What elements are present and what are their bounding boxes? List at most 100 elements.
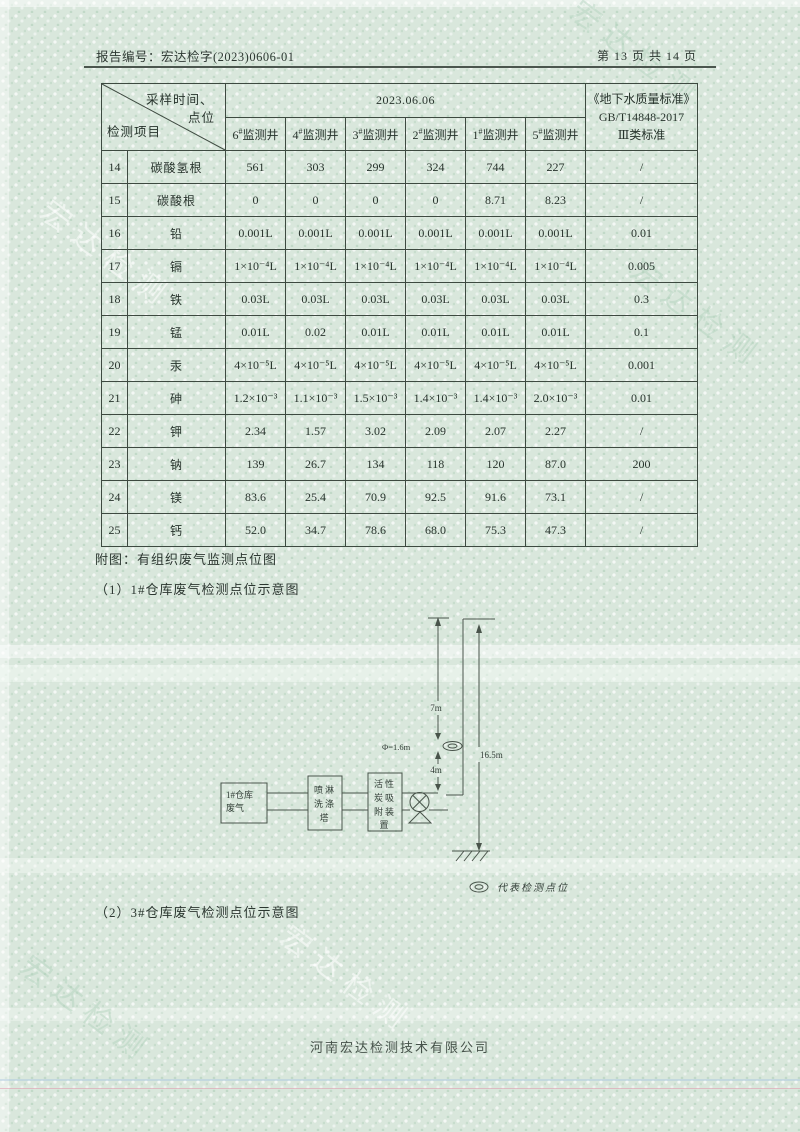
row-number-cell: 21	[101, 381, 128, 415]
table-row: 17 镉 1×10⁻⁴L 1×10⁻⁴L 1×10⁻⁴L 1×10⁻⁴L 1×10⁻⁴L 1×…	[101, 249, 698, 283]
value-cell: 78.6	[345, 513, 406, 547]
value-cell: 0.001L	[465, 216, 526, 250]
monitor-port-icon	[442, 741, 463, 751]
value-cell: 2.34	[225, 414, 286, 448]
item-name-cell: 铅	[127, 216, 226, 250]
value-cell: 0.001L	[345, 216, 406, 250]
value-cell: 92.5	[405, 480, 466, 514]
value-cell: 1.2×10⁻³	[225, 381, 286, 415]
subsection-2-title: （2）3#仓库废气检测点位示意图	[95, 905, 300, 920]
attachment-title: 附图：有组织废气监测点位图	[95, 552, 278, 567]
well-header-cell: 2#监测井	[405, 117, 466, 151]
value-cell: 1.5×10⁻³	[345, 381, 406, 415]
arrow-down-icon	[476, 843, 482, 851]
table-row: 25 钙 52.0 34.7 78.6 68.0 75.3 47.3/	[101, 513, 698, 547]
standard-cell: /	[585, 414, 698, 448]
value-cell: 0.03L	[345, 282, 406, 316]
scrubber-box-label: 洗涤	[314, 798, 336, 809]
value-cell: 744	[465, 150, 526, 184]
adsorber-box-label: 活性	[374, 778, 396, 789]
value-cell: 1×10⁻⁴L	[285, 249, 346, 283]
header-rule	[84, 66, 716, 68]
monitoring-table: 采样时间、 点位 检测项目 2023.06.06 《地下水质量标准》 GB/T1…	[101, 83, 698, 547]
dimension-diameter-label: Φ=1.6m	[382, 742, 411, 752]
standard-cell: 200	[585, 447, 698, 481]
value-cell: 0.01L	[465, 315, 526, 349]
standard-cell: 0.3	[585, 282, 698, 316]
standard-line: Ⅲ类标准	[617, 128, 666, 142]
value-cell: 68.0	[405, 513, 466, 547]
subsection-1-title: （1）1#仓库废气检测点位示意图	[95, 582, 300, 597]
value-cell: 0.001L	[405, 216, 466, 250]
value-cell: 0	[405, 183, 466, 217]
standard-line: 《地下水质量标准》	[587, 92, 696, 106]
value-cell: 0.03L	[405, 282, 466, 316]
item-name-cell: 镉	[127, 249, 226, 283]
value-cell: 118	[405, 447, 466, 481]
arrow-down-icon	[435, 733, 441, 740]
scan-band	[0, 1079, 800, 1081]
row-number-cell: 25	[101, 513, 128, 547]
item-name-cell: 碳酸根	[127, 183, 226, 217]
value-cell: 227	[525, 150, 586, 184]
value-cell: 4×10⁻⁵L	[225, 348, 286, 382]
value-cell: 1×10⁻⁴L	[405, 249, 466, 283]
item-name-cell: 钾	[127, 414, 226, 448]
item-name-cell: 铁	[127, 282, 226, 316]
corner-label-sampling-time: 采样时间、	[146, 93, 214, 107]
value-cell: 1.4×10⁻³	[405, 381, 466, 415]
scan-band	[0, 1088, 800, 1089]
well-header-cell: 1#监测井	[465, 117, 526, 151]
row-number-cell: 24	[101, 480, 128, 514]
warehouse-box-label: 1#仓库	[226, 789, 253, 800]
row-number-cell: 19	[101, 315, 128, 349]
value-cell: 34.7	[285, 513, 346, 547]
ground-hatch	[479, 850, 489, 862]
table-row: 24 镁 83.6 25.4 70.9 92.5 91.6 73.1/	[101, 480, 698, 514]
table-body: 14 碳酸氢根 561 303 299 324 744 227/15 碳酸根 0 0 0 0 8.71 8.…	[101, 150, 698, 547]
value-cell: 0.03L	[225, 282, 286, 316]
table-row: 20 汞 4×10⁻⁵L 4×10⁻⁵L 4×10⁻⁵L 4×10⁻⁵L 4×10⁻⁵L 4×…	[101, 348, 698, 382]
value-cell: 47.3	[525, 513, 586, 547]
sampling-date-header: 2023.06.06	[225, 83, 586, 118]
value-cell: 1.57	[285, 414, 346, 448]
item-name-cell: 锰	[127, 315, 226, 349]
value-cell: 0.01L	[525, 315, 586, 349]
value-cell: 83.6	[225, 480, 286, 514]
legend-label: 代表检测点位	[497, 882, 569, 894]
scan-band	[0, 1008, 800, 1021]
value-cell: 1×10⁻⁴L	[345, 249, 406, 283]
legend-port-icon	[474, 884, 484, 890]
well-header-cell: 5#监测井	[525, 117, 586, 151]
table-row: 18 铁 0.03L 0.03L 0.03L 0.03L 0.03L 0.03L 0.3	[101, 282, 698, 316]
corner-label-item: 检测项目	[107, 125, 162, 139]
value-cell: 134	[345, 447, 406, 481]
value-cell: 2.07	[465, 414, 526, 448]
warehouse-gas-box	[220, 782, 268, 824]
ground-hatch	[463, 850, 473, 862]
fan-icon	[412, 795, 427, 809]
value-cell: 0.001L	[525, 216, 586, 250]
diagonal-divider	[102, 84, 225, 150]
standard-cell: /	[585, 183, 698, 217]
value-cell: 4×10⁻⁵L	[465, 348, 526, 382]
value-cell: 25.4	[285, 480, 346, 514]
scrubber-box-label: 喷淋	[314, 784, 336, 795]
value-cell: 87.0	[525, 447, 586, 481]
row-number-cell: 22	[101, 414, 128, 448]
row-number-cell: 14	[101, 150, 128, 184]
value-cell: 0.03L	[525, 282, 586, 316]
value-cell: 4×10⁻⁵L	[285, 348, 346, 382]
ground-hatch	[471, 850, 481, 862]
company-footer: 河南宏达检测技术有限公司	[309, 1040, 490, 1055]
value-cell: 324	[405, 150, 466, 184]
table-row: 16 铅 0.001L 0.001L 0.001L 0.001L 0.001L 0.001L 0…	[101, 216, 698, 250]
value-cell: 0.01L	[345, 315, 406, 349]
standard-cell: 0.01	[585, 381, 698, 415]
value-cell: 0.01L	[405, 315, 466, 349]
arrow-up-icon	[435, 617, 441, 626]
item-name-cell: 碳酸氢根	[127, 150, 226, 184]
value-cell: 0	[225, 183, 286, 217]
standard-cell: /	[585, 480, 698, 514]
